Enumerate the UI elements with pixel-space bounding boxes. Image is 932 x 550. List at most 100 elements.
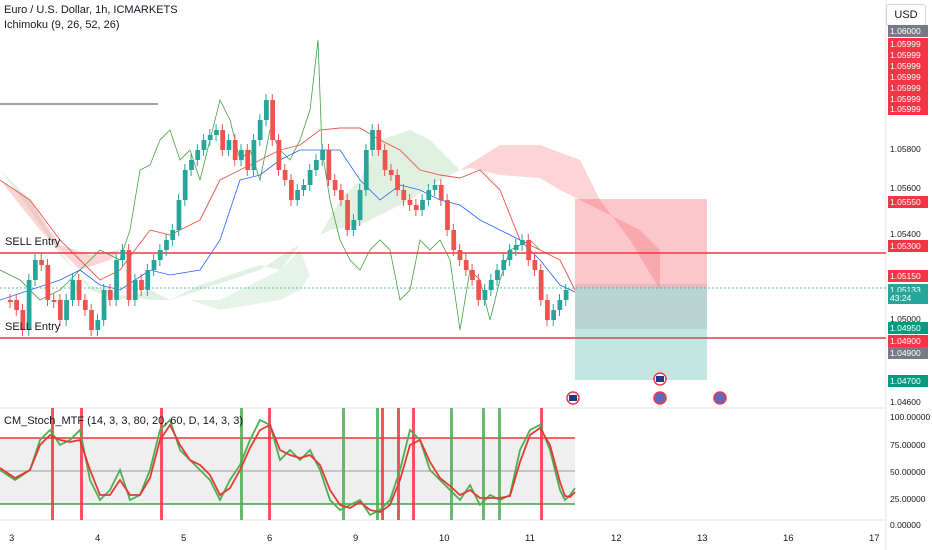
time-axis-label: 17 — [869, 533, 880, 544]
candle-body — [232, 140, 238, 160]
ichimoku-base-line — [0, 127, 576, 291]
candle-body — [438, 185, 444, 200]
candle-body — [363, 150, 369, 190]
stoch-indicator-label[interactable]: CM_Stoch_MTF (14, 3, 3, 80, 20, 60, D, 1… — [4, 415, 244, 427]
price-axis-label: 1.04950 — [888, 322, 928, 334]
candle-body — [257, 120, 263, 140]
stoch-signal-bar — [342, 408, 345, 520]
candle-body — [195, 150, 201, 160]
candle-body — [276, 140, 282, 170]
candle-body — [157, 250, 163, 260]
candle-body — [426, 190, 432, 200]
candle-body — [507, 250, 513, 260]
candle-body — [245, 150, 251, 170]
candle-body — [170, 230, 176, 240]
candle-body — [126, 250, 132, 300]
stoch-signal-bar — [80, 408, 83, 520]
price-axis-label: 1.05150 — [888, 270, 928, 282]
ichimoku-lagging-span — [0, 39, 541, 331]
candle-body — [470, 270, 475, 280]
candle-body — [145, 270, 151, 290]
candle-body — [563, 290, 569, 300]
ichimoku-indicator-label[interactable]: Ichimoku (9, 26, 52, 26) — [4, 19, 120, 31]
candle-body — [313, 160, 319, 170]
candle-body — [107, 290, 113, 300]
stoch-signal-bar — [51, 408, 54, 520]
price-axis-label: 1.06000 — [888, 25, 928, 37]
candle-body — [357, 190, 363, 220]
candle-body — [395, 175, 400, 190]
candle-body — [189, 160, 194, 170]
candle-body — [270, 100, 276, 140]
candle-body — [401, 190, 407, 200]
candle-body — [445, 200, 450, 230]
stoch-k-line — [0, 418, 576, 517]
candle-body — [70, 280, 76, 300]
time-axis-label: 16 — [783, 533, 794, 544]
price-axis-label: 1.04900 — [888, 347, 928, 359]
candle-body — [51, 300, 57, 302]
stoch-axis-label: 100.00000 — [890, 412, 931, 422]
candle-body — [8, 300, 13, 302]
candle-body — [64, 300, 69, 320]
stoch-signal-bar — [498, 408, 501, 520]
candle-body — [320, 150, 325, 160]
candle-body — [151, 260, 157, 270]
candle-body — [557, 300, 563, 310]
candle-body — [307, 170, 313, 185]
price-axis-label: 1.05800 — [890, 144, 921, 154]
candle-body — [382, 150, 388, 170]
candle-body — [32, 260, 38, 280]
candle-body — [14, 300, 19, 310]
ichimoku-cloud — [0, 130, 660, 310]
time-axis-label: 9 — [353, 533, 359, 544]
candle-body — [551, 310, 557, 320]
earnings-event-icon[interactable] — [713, 391, 727, 405]
candle-body — [20, 310, 26, 330]
candle-body — [201, 140, 207, 150]
price-axis-label: 1.05400 — [890, 229, 921, 239]
candle-body — [407, 200, 413, 205]
candle-body — [220, 130, 226, 150]
time-axis-label: 12 — [611, 533, 622, 544]
price-axis-label: 1.05999 — [888, 82, 928, 94]
candle-body — [495, 270, 500, 280]
stoch-signal-bar — [412, 408, 415, 520]
price-axis-label: 1.05000 — [890, 314, 921, 324]
price-axis-label: 1.05999 — [888, 71, 928, 83]
candle-body — [420, 200, 425, 210]
stoch-signal-bars — [51, 408, 543, 520]
candle-body — [432, 185, 438, 190]
sell-entry-lower-label: SELL Entry — [5, 321, 61, 333]
short-position-tool[interactable] — [575, 199, 707, 380]
candle-body — [338, 190, 344, 200]
candle-body — [451, 230, 457, 250]
candle-body — [114, 260, 119, 300]
price-axis-label: 1.05600 — [890, 183, 921, 193]
stoch-axis-label: 25.00000 — [890, 494, 926, 504]
sell-entry-upper-label: SELL Entry — [5, 236, 61, 248]
candle-body — [457, 250, 463, 260]
price-axis-label: 1.04700 — [888, 375, 928, 387]
stoch-signal-bar — [240, 408, 243, 520]
candle-body — [351, 220, 357, 230]
time-axis-label: 13 — [697, 533, 708, 544]
us-flag-event-icon[interactable] — [566, 391, 580, 405]
stoch-d-line — [0, 423, 576, 513]
price-axis-label: 1.05999 — [888, 49, 928, 61]
symbol-title[interactable]: Euro / U.S. Dollar, 1h, ICMARKETS — [4, 4, 178, 16]
candle-body — [132, 280, 138, 300]
candle-body — [39, 260, 44, 265]
currency-button[interactable]: USD — [886, 4, 926, 26]
us-flag-event-icon[interactable] — [653, 372, 667, 386]
candle-body — [176, 200, 182, 230]
time-axis-label: 5 — [181, 533, 187, 544]
time-axis-label: 11 — [525, 533, 535, 544]
candle-body — [226, 140, 232, 150]
stoch-signal-bar — [397, 408, 400, 520]
earnings-event-icon[interactable] — [653, 391, 667, 405]
candle-body — [264, 100, 269, 120]
candle-body — [214, 130, 219, 135]
candle-body — [289, 180, 294, 200]
